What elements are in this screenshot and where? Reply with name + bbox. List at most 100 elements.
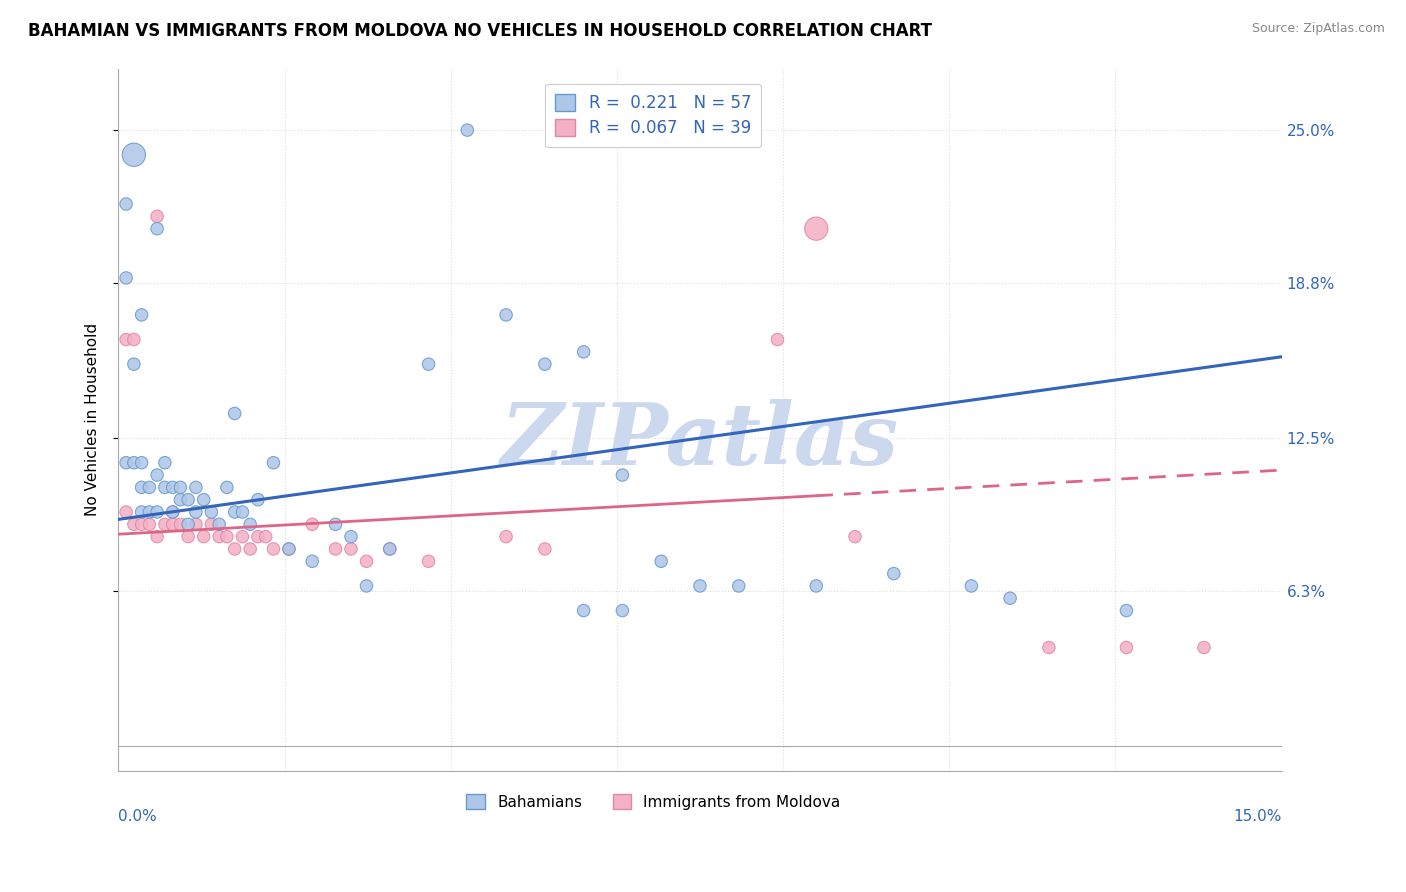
Point (215, 530, 238, 544)
Point (301, 517, 323, 532)
Point (356, 554, 378, 568)
Point (534, 357, 557, 371)
Point (572, 603, 595, 617)
Point (146, 210, 169, 224)
Point (572, 344, 595, 359)
Point (262, 541, 284, 556)
Point (115, 333, 138, 347)
Point (340, 530, 363, 544)
Point (224, 407, 246, 421)
Point (495, 308, 517, 322)
Point (122, 333, 145, 347)
Point (169, 480, 191, 494)
Point (278, 541, 301, 556)
Point (418, 554, 440, 568)
Point (184, 517, 207, 532)
Point (340, 541, 363, 556)
Point (169, 517, 191, 532)
Point (153, 456, 176, 470)
Point (246, 530, 269, 544)
Point (883, 566, 905, 581)
Point (239, 517, 262, 532)
Point (122, 147, 145, 161)
Point (246, 492, 269, 507)
Point (162, 517, 184, 532)
Text: 15.0%: 15.0% (1233, 809, 1281, 824)
Point (177, 492, 200, 507)
Point (131, 308, 153, 322)
Point (146, 221, 169, 235)
Point (200, 517, 222, 532)
Point (998, 591, 1021, 606)
Point (215, 480, 238, 494)
Point (184, 480, 207, 494)
Point (193, 492, 215, 507)
Point (224, 541, 246, 556)
Y-axis label: No Vehicles in Household: No Vehicles in Household (86, 323, 100, 516)
Point (960, 579, 983, 593)
Point (806, 221, 828, 235)
Point (231, 505, 253, 519)
Point (1038, 640, 1060, 655)
Point (153, 517, 176, 532)
Point (727, 579, 749, 593)
Point (1115, 603, 1137, 617)
Point (138, 517, 160, 532)
Point (122, 456, 145, 470)
Point (650, 554, 672, 568)
Legend: Bahamians, Immigrants from Moldova: Bahamians, Immigrants from Moldova (460, 788, 846, 815)
Point (177, 530, 200, 544)
Point (115, 197, 138, 211)
Point (325, 517, 347, 532)
Point (689, 579, 711, 593)
Point (162, 480, 184, 494)
Point (325, 541, 347, 556)
Point (254, 530, 277, 544)
Point (534, 541, 557, 556)
Text: BAHAMIAN VS IMMIGRANTS FROM MOLDOVA NO VEHICLES IN HOUSEHOLD CORRELATION CHART: BAHAMIAN VS IMMIGRANTS FROM MOLDOVA NO V… (28, 22, 932, 40)
Point (153, 480, 176, 494)
Point (146, 468, 169, 483)
Point (356, 579, 378, 593)
Point (115, 505, 138, 519)
Point (200, 505, 222, 519)
Point (162, 505, 184, 519)
Point (239, 541, 262, 556)
Point (131, 480, 153, 494)
Point (495, 530, 517, 544)
Point (378, 541, 401, 556)
Point (162, 505, 184, 519)
Point (612, 603, 634, 617)
Point (122, 517, 145, 532)
Point (766, 333, 789, 347)
Point (146, 530, 169, 544)
Point (115, 271, 138, 285)
Point (262, 456, 284, 470)
Point (193, 530, 215, 544)
Point (231, 530, 253, 544)
Point (1192, 640, 1215, 655)
Point (115, 456, 138, 470)
Point (844, 530, 866, 544)
Point (224, 505, 246, 519)
Point (612, 468, 634, 483)
Point (378, 541, 401, 556)
Point (456, 123, 478, 137)
Text: ZIPatlas: ZIPatlas (501, 399, 898, 483)
Point (208, 530, 231, 544)
Point (418, 357, 440, 371)
Point (301, 554, 323, 568)
Point (146, 505, 169, 519)
Point (138, 505, 160, 519)
Point (169, 492, 191, 507)
Point (131, 517, 153, 532)
Point (177, 517, 200, 532)
Point (184, 505, 207, 519)
Point (138, 480, 160, 494)
Point (131, 505, 153, 519)
Point (131, 456, 153, 470)
Text: Source: ZipAtlas.com: Source: ZipAtlas.com (1251, 22, 1385, 36)
Point (278, 541, 301, 556)
Point (806, 579, 828, 593)
Point (1115, 640, 1137, 655)
